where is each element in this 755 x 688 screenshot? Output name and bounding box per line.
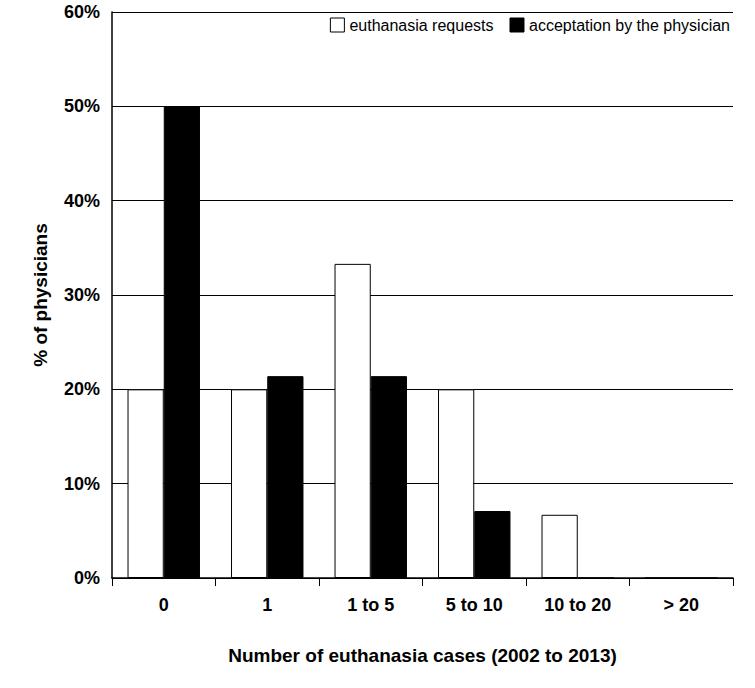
svg-text:30%: 30% (64, 285, 100, 305)
svg-text:1 to 5: 1 to 5 (347, 595, 394, 615)
svg-text:% of physicians: % of physicians (30, 223, 51, 367)
svg-text:20%: 20% (64, 379, 100, 399)
svg-text:acceptation by the physician: acceptation by the physician (529, 17, 730, 34)
svg-text:0: 0 (159, 595, 169, 615)
svg-text:Number of euthanasia cases (20: Number of euthanasia cases (2002 to 2013… (228, 645, 617, 666)
svg-text:5 to 10: 5 to 10 (446, 595, 503, 615)
svg-text:> 20: > 20 (663, 595, 699, 615)
svg-text:10 to 20: 10 to 20 (544, 595, 611, 615)
svg-text:euthanasia requests: euthanasia requests (349, 17, 493, 34)
svg-text:1: 1 (262, 595, 272, 615)
svg-text:50%: 50% (64, 96, 100, 116)
svg-text:10%: 10% (64, 474, 100, 494)
svg-text:40%: 40% (64, 191, 100, 211)
svg-text:60%: 60% (64, 2, 100, 22)
svg-text:0%: 0% (74, 568, 100, 588)
